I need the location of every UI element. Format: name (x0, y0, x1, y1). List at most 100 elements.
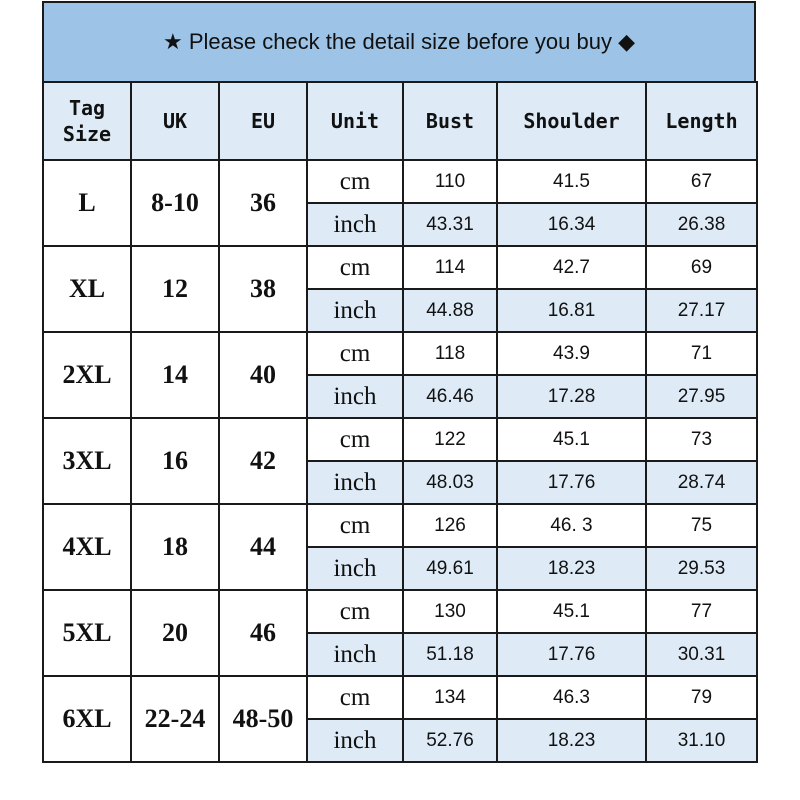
unit-cell: cm (306, 589, 404, 634)
unit-cell: cm (306, 675, 404, 720)
size-row-cm: 5XL 20 46 cm 130 45.1 77 (42, 589, 758, 677)
size-row-inch: inch 43.31 16.34 26.38 (43, 202, 758, 247)
size-row-cm: 6XL 22-24 48-50 cm 134 46.3 79 (42, 675, 758, 763)
bust-cell: 118 (402, 331, 498, 376)
shoulder-cell: 18.23 (496, 718, 647, 763)
bust-cell: 44.88 (402, 288, 498, 333)
length-cell: 69 (645, 245, 758, 290)
size-row-inch: inch 52.76 18.23 31.10 (43, 718, 758, 763)
eu-size-cell: 42 (218, 417, 308, 505)
unit-cell: cm (306, 245, 404, 290)
bust-cell: 46.46 (402, 374, 498, 419)
size-row-cm: 2XL 14 40 cm 118 43.9 71 (42, 331, 758, 419)
shoulder-cell: 46. 3 (496, 503, 647, 548)
tag-size-cell: L (42, 159, 132, 247)
uk-size-cell: 16 (130, 417, 220, 505)
length-cell: 27.95 (645, 374, 758, 419)
bust-cell: 49.61 (402, 546, 498, 591)
bust-cell: 134 (402, 675, 498, 720)
shoulder-cell: 41.5 (496, 159, 647, 204)
uk-size-cell: 14 (130, 331, 220, 419)
size-row-inch: inch 51.18 17.76 30.31 (43, 632, 758, 677)
tag-size-cell: 6XL (42, 675, 132, 763)
unit-cell: inch (306, 288, 404, 333)
bust-cell: 126 (402, 503, 498, 548)
length-cell: 31.10 (645, 718, 758, 763)
tag-size-cell: 2XL (42, 331, 132, 419)
uk-size-cell: 8-10 (130, 159, 220, 247)
bust-cell: 122 (402, 417, 498, 462)
eu-size-cell: 38 (218, 245, 308, 333)
header-row: Tag Size UK EU Unit Bust Shoulder Length (42, 81, 758, 161)
header-eu: EU (218, 81, 308, 161)
header-length: Length (645, 81, 758, 161)
unit-cell: inch (306, 546, 404, 591)
uk-size-cell: 20 (130, 589, 220, 677)
shoulder-cell: 17.76 (496, 632, 647, 677)
header-tag-size: Tag Size (42, 81, 132, 161)
length-cell: 26.38 (645, 202, 758, 247)
unit-cell: cm (306, 417, 404, 462)
length-cell: 27.17 (645, 288, 758, 333)
shoulder-cell: 46.3 (496, 675, 647, 720)
unit-cell: cm (306, 331, 404, 376)
uk-size-cell: 12 (130, 245, 220, 333)
unit-cell: inch (306, 632, 404, 677)
shoulder-cell: 16.34 (496, 202, 647, 247)
length-cell: 79 (645, 675, 758, 720)
header-uk: UK (130, 81, 220, 161)
size-chart-title: ★ Please check the detail size before yo… (42, 1, 756, 81)
eu-size-cell: 48-50 (218, 675, 308, 763)
bust-cell: 110 (402, 159, 498, 204)
size-row-inch: inch 48.03 17.76 28.74 (43, 460, 758, 505)
size-row-cm: L 8-10 36 cm 110 41.5 67 (42, 159, 758, 247)
size-chart: ★ Please check the detail size before yo… (42, 1, 758, 763)
length-cell: 77 (645, 589, 758, 634)
unit-cell: inch (306, 374, 404, 419)
length-cell: 29.53 (645, 546, 758, 591)
length-cell: 67 (645, 159, 758, 204)
shoulder-cell: 42.7 (496, 245, 647, 290)
size-row-inch: inch 44.88 16.81 27.17 (43, 288, 758, 333)
header-shoulder: Shoulder (496, 81, 647, 161)
bust-cell: 51.18 (402, 632, 498, 677)
length-cell: 71 (645, 331, 758, 376)
uk-size-cell: 18 (130, 503, 220, 591)
size-row-cm: 4XL 18 44 cm 126 46. 3 75 (42, 503, 758, 591)
header-label: Tag Size (62, 96, 112, 146)
unit-cell: inch (306, 460, 404, 505)
tag-size-cell: 5XL (42, 589, 132, 677)
eu-size-cell: 36 (218, 159, 308, 247)
header-unit: Unit (306, 81, 404, 161)
size-row-cm: XL 12 38 cm 114 42.7 69 (42, 245, 758, 333)
shoulder-cell: 45.1 (496, 417, 647, 462)
size-table: Tag Size UK EU Unit Bust Shoulder Length… (42, 81, 758, 763)
unit-cell: cm (306, 503, 404, 548)
uk-size-cell: 22-24 (130, 675, 220, 763)
header-bust: Bust (402, 81, 498, 161)
length-cell: 73 (645, 417, 758, 462)
unit-cell: cm (306, 159, 404, 204)
bust-cell: 114 (402, 245, 498, 290)
eu-size-cell: 46 (218, 589, 308, 677)
length-cell: 75 (645, 503, 758, 548)
shoulder-cell: 45.1 (496, 589, 647, 634)
size-row-inch: inch 46.46 17.28 27.95 (43, 374, 758, 419)
shoulder-cell: 18.23 (496, 546, 647, 591)
unit-cell: inch (306, 202, 404, 247)
shoulder-cell: 17.28 (496, 374, 647, 419)
shoulder-cell: 17.76 (496, 460, 647, 505)
bust-cell: 52.76 (402, 718, 498, 763)
shoulder-cell: 16.81 (496, 288, 647, 333)
size-row-inch: inch 49.61 18.23 29.53 (43, 546, 758, 591)
bust-cell: 48.03 (402, 460, 498, 505)
tag-size-cell: 3XL (42, 417, 132, 505)
bust-cell: 43.31 (402, 202, 498, 247)
tag-size-cell: 4XL (42, 503, 132, 591)
shoulder-cell: 43.9 (496, 331, 647, 376)
size-row-cm: 3XL 16 42 cm 122 45.1 73 (42, 417, 758, 505)
unit-cell: inch (306, 718, 404, 763)
eu-size-cell: 44 (218, 503, 308, 591)
eu-size-cell: 40 (218, 331, 308, 419)
tag-size-cell: XL (42, 245, 132, 333)
